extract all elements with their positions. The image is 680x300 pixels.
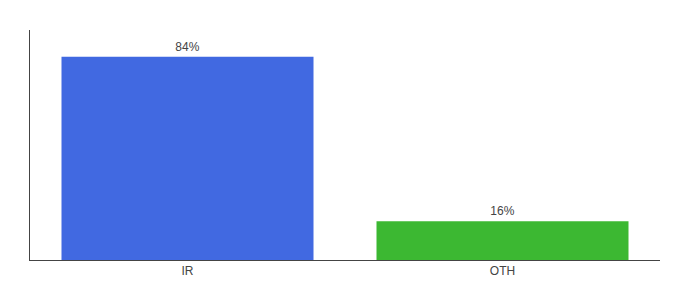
svg-text:16%: 16%	[490, 204, 514, 218]
svg-text:OTH: OTH	[490, 264, 515, 278]
svg-text:IR: IR	[182, 264, 194, 278]
svg-text:84%: 84%	[175, 40, 199, 54]
